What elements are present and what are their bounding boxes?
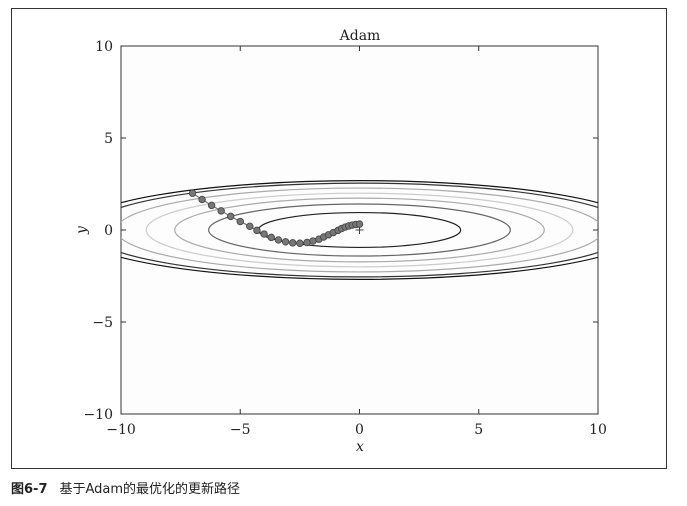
figure-caption: 图6-7 基于Adam的最优化的更新路径: [11, 478, 240, 497]
x-tick-label: −10: [106, 422, 136, 438]
path-point: [289, 239, 297, 247]
path-point: [303, 238, 311, 247]
path-point: [267, 233, 275, 242]
optimization-path: [188, 189, 364, 247]
y-axis-label: y: [74, 225, 90, 235]
x-tick-label: −5: [230, 422, 251, 438]
y-tick-label: −10: [83, 407, 113, 423]
path-point: [253, 226, 261, 235]
contour-line: [121, 180, 598, 280]
axis-ticks: −10 −5 0 5 10 −10 −5 0 5 10: [83, 39, 606, 438]
path-point: [227, 212, 235, 221]
path-point: [274, 236, 283, 244]
x-tick-label: 0: [355, 422, 364, 438]
path-point: [236, 217, 244, 226]
contour-line: [208, 203, 511, 257]
path-point: [246, 222, 254, 231]
contour-line: [145, 192, 574, 268]
x-axis-label: x: [356, 439, 364, 455]
path-point: [207, 201, 216, 210]
path-point: [217, 207, 225, 215]
contour-line: [121, 182, 598, 278]
contour-line: [121, 187, 598, 273]
y-tick-label: −5: [92, 315, 113, 331]
caption-text: 基于Adam的最优化的更新路径: [59, 482, 241, 497]
x-tick-label: 5: [474, 422, 483, 438]
path-point: [198, 195, 206, 204]
y-tick-label: 0: [104, 223, 113, 239]
chart-title: Adam: [339, 28, 381, 44]
path-point: [188, 189, 197, 197]
y-tick-label: 5: [104, 131, 113, 147]
contour-lines: [121, 180, 598, 280]
path-point: [296, 239, 304, 247]
figure-number: 图6-7: [11, 482, 48, 497]
path-point: [260, 230, 268, 238]
y-tick-label: 10: [95, 39, 113, 55]
path-point: [355, 220, 364, 228]
x-tick-label: 10: [589, 422, 607, 438]
contour-line: [174, 197, 545, 263]
path-point: [281, 238, 290, 246]
